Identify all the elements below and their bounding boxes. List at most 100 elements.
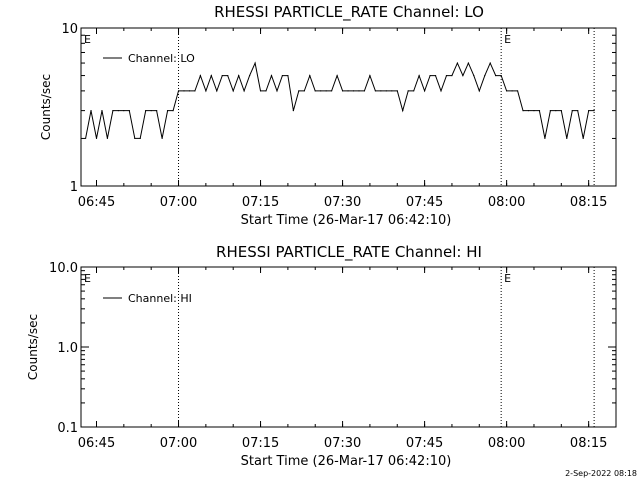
lo-y-tick-label: 10 bbox=[61, 22, 78, 37]
lo-data-point bbox=[544, 137, 546, 140]
lo-data-point bbox=[434, 74, 437, 77]
lo-x-tick-label: 07:30 bbox=[324, 195, 361, 210]
lo-data-point bbox=[276, 90, 278, 92]
lo-data-point bbox=[128, 110, 130, 112]
lo-x-tick-label: 07:15 bbox=[242, 195, 279, 210]
lo-data-point bbox=[467, 62, 469, 64]
lo-data-point bbox=[292, 110, 294, 112]
hi-x-ticks: 06:45 07:00 07:15 07:30 07:45 08:00 08:15 bbox=[78, 267, 617, 451]
lo-data-point bbox=[210, 74, 212, 77]
lo-data-point bbox=[358, 90, 360, 92]
lo-data-point bbox=[484, 74, 486, 77]
lo-data-point bbox=[188, 90, 191, 92]
lo-data-point bbox=[199, 74, 201, 77]
lo-data-point bbox=[402, 110, 404, 112]
lo-data-point bbox=[489, 62, 491, 64]
lo-data-point bbox=[265, 90, 267, 92]
lo-data-point bbox=[123, 110, 125, 112]
lo-data-point bbox=[533, 110, 535, 112]
lo-data-point bbox=[95, 137, 98, 140]
lo-data-point bbox=[232, 90, 234, 92]
lo-data-point bbox=[341, 90, 344, 92]
lo-data-point bbox=[166, 110, 169, 112]
lo-data-point bbox=[538, 110, 541, 112]
lo-data-point bbox=[560, 110, 562, 112]
lo-data-point bbox=[549, 110, 551, 112]
lo-data-point bbox=[194, 90, 196, 92]
lo-event-marker: E bbox=[504, 33, 511, 46]
lo-data-point bbox=[254, 62, 256, 64]
lo-data-point bbox=[424, 90, 426, 92]
lo-channel-panel: RHESSI PARTICLE_RATE Channel: LO 1 10 06:… bbox=[39, 3, 617, 228]
lo-data-point bbox=[522, 110, 524, 112]
lo-data-point bbox=[456, 62, 459, 64]
lo-y-axis-label: Counts/sec bbox=[39, 74, 53, 140]
lo-data-point bbox=[249, 74, 251, 77]
hi-y-tick-label: 0.1 bbox=[57, 421, 78, 436]
hi-x-tick-label: 07:45 bbox=[406, 436, 443, 451]
lo-data-point bbox=[374, 90, 376, 92]
lo-data-point bbox=[451, 74, 453, 77]
hi-x-tick-label: 07:00 bbox=[160, 436, 197, 451]
lo-data-point bbox=[221, 74, 223, 77]
lo-data-point bbox=[216, 90, 218, 92]
hi-plot-frame bbox=[80, 266, 617, 428]
lo-plot-frame bbox=[80, 27, 617, 187]
lo-x-tick-label: 06:45 bbox=[78, 195, 115, 210]
lo-x-tick-label: 07:00 bbox=[160, 195, 197, 210]
lo-data-point bbox=[183, 90, 185, 92]
lo-data-point bbox=[139, 137, 141, 140]
hi-y-tick-label: 1.0 bbox=[57, 341, 78, 356]
lo-data-point bbox=[527, 110, 530, 112]
lo-data-point bbox=[473, 74, 475, 77]
lo-data-point bbox=[363, 90, 366, 92]
lo-x-ticks: 06:45 07:00 07:15 07:30 07:45 08:00 08:15 bbox=[78, 28, 617, 210]
lo-data-point bbox=[352, 90, 355, 92]
lo-data-point bbox=[566, 137, 568, 140]
hi-x-tick-label: 08:00 bbox=[488, 436, 525, 451]
lo-y-ticks: 1 10 bbox=[61, 22, 616, 195]
hi-chart-title: RHESSI PARTICLE_RATE Channel: HI bbox=[216, 243, 482, 262]
lo-series bbox=[84, 61, 595, 140]
lo-data-point bbox=[325, 90, 327, 92]
lo-chart-title: RHESSI PARTICLE_RATE Channel: LO bbox=[214, 3, 484, 22]
lo-data-point bbox=[101, 110, 103, 112]
lo-data-point bbox=[593, 110, 595, 112]
lo-event-marker: E bbox=[84, 33, 91, 46]
lo-data-point bbox=[396, 90, 398, 92]
hi-channel-panel: RHESSI PARTICLE_RATE Channel: HI 0.1 1.0 1… bbox=[26, 243, 617, 469]
lo-data-point bbox=[298, 90, 300, 92]
lo-data-point bbox=[205, 90, 207, 92]
lo-data-point bbox=[150, 110, 152, 112]
hi-x-tick-label: 07:30 bbox=[324, 436, 361, 451]
lo-data-point bbox=[413, 90, 415, 92]
lo-data-point bbox=[495, 74, 497, 77]
lo-data-point bbox=[117, 110, 119, 112]
lo-data-point bbox=[90, 110, 92, 112]
lo-data-point bbox=[145, 110, 147, 112]
lo-series-line bbox=[85, 61, 595, 139]
hi-x-tick-label: 08:15 bbox=[570, 436, 607, 451]
lo-data-point bbox=[309, 74, 311, 77]
lo-data-point bbox=[445, 74, 448, 77]
lo-data-point bbox=[369, 74, 371, 77]
lo-data-point bbox=[238, 74, 240, 77]
hi-x-axis-label: Start Time (26-Mar-17 06:42:10) bbox=[241, 454, 452, 469]
lo-data-point bbox=[112, 110, 114, 112]
lo-x-tick-label: 08:00 bbox=[488, 195, 525, 210]
lo-data-point bbox=[106, 137, 109, 140]
lo-data-point bbox=[156, 110, 158, 112]
lo-data-point bbox=[478, 90, 480, 92]
lo-data-point bbox=[303, 90, 305, 92]
lo-data-point bbox=[347, 90, 349, 92]
lo-data-point bbox=[582, 137, 584, 140]
lo-data-point bbox=[385, 90, 387, 92]
lo-x-tick-label: 07:45 bbox=[406, 195, 443, 210]
lo-x-axis-label: Start Time (26-Mar-17 06:42:10) bbox=[241, 213, 452, 228]
lo-data-point bbox=[172, 110, 174, 112]
lo-data-point bbox=[161, 137, 163, 140]
lo-data-point bbox=[511, 90, 513, 92]
hi-x-tick-label: 07:15 bbox=[242, 436, 279, 451]
